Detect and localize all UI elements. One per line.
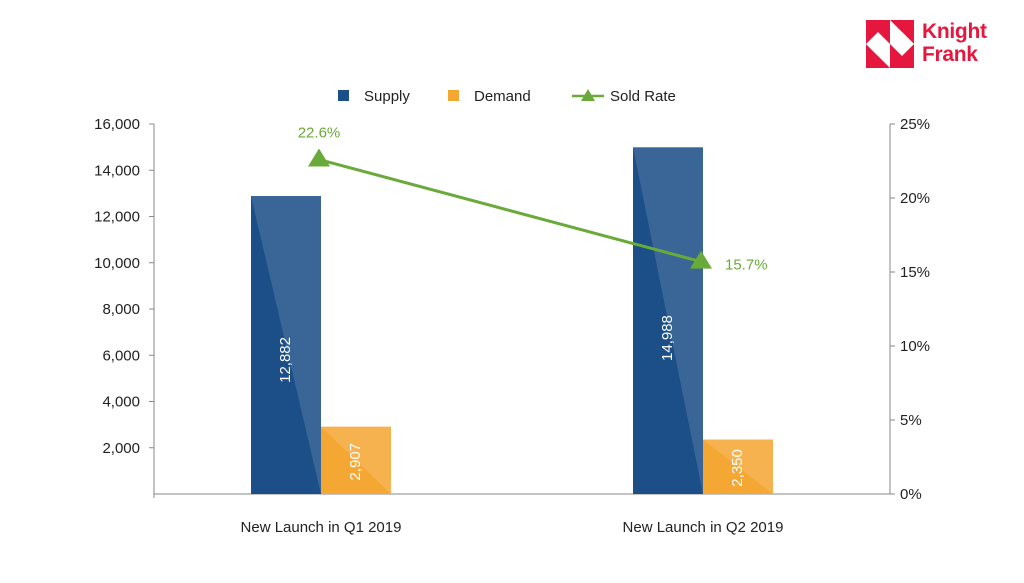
- y-left-tick-label: 16,000: [94, 116, 140, 133]
- legend-swatch-marker: [581, 89, 595, 101]
- y-right-tick-label: 25%: [900, 116, 930, 133]
- bar-highlight: [251, 196, 321, 494]
- legend-label: Supply: [364, 88, 410, 105]
- legend-label: Sold Rate: [610, 88, 676, 105]
- y-right-tick-label: 5%: [900, 412, 922, 429]
- bar-data-label: 14,988: [659, 315, 676, 361]
- y-left-tick-label: 6,000: [102, 347, 140, 364]
- bar-highlight: [633, 147, 703, 494]
- y-left-tick-label: 2,000: [102, 440, 140, 457]
- y-left-tick-label: 8,000: [102, 301, 140, 318]
- brand-logo: Knight Frank: [866, 20, 1006, 72]
- brand-logo-icon: [866, 20, 914, 68]
- y-left-tick-label: 12,000: [94, 209, 140, 226]
- y-right-tick-label: 10%: [900, 338, 930, 355]
- line-marker: [308, 148, 330, 167]
- bar-data-label: 12,882: [277, 337, 294, 383]
- x-category-label: New Launch in Q1 2019: [241, 519, 402, 536]
- bar-data-label: 2,350: [729, 449, 746, 487]
- line-sold-rate: [318, 158, 702, 264]
- brand-name: Knight Frank: [922, 20, 987, 66]
- legend-swatch: [448, 90, 459, 101]
- line-data-label: 22.6%: [298, 125, 341, 142]
- bar-highlight: [703, 439, 773, 494]
- brand-name-line1: Knight: [922, 20, 987, 43]
- y-left-tick-label: 4,000: [102, 394, 140, 411]
- y-right-tick-label: 0%: [900, 486, 922, 503]
- brand-name-line2: Frank: [922, 43, 978, 66]
- line-marker: [690, 250, 712, 269]
- y-right-tick-label: 15%: [900, 264, 930, 281]
- legend-label: Demand: [474, 88, 531, 105]
- y-left-tick-label: 14,000: [94, 162, 140, 179]
- legend-swatch: [338, 90, 349, 101]
- y-right-tick-label: 20%: [900, 190, 930, 207]
- bar-highlight: [321, 426, 391, 494]
- bar-data-label: 2,907: [347, 443, 364, 481]
- x-category-label: New Launch in Q2 2019: [623, 519, 784, 536]
- y-left-tick-label: 10,000: [94, 255, 140, 272]
- line-data-label: 15.7%: [725, 257, 768, 274]
